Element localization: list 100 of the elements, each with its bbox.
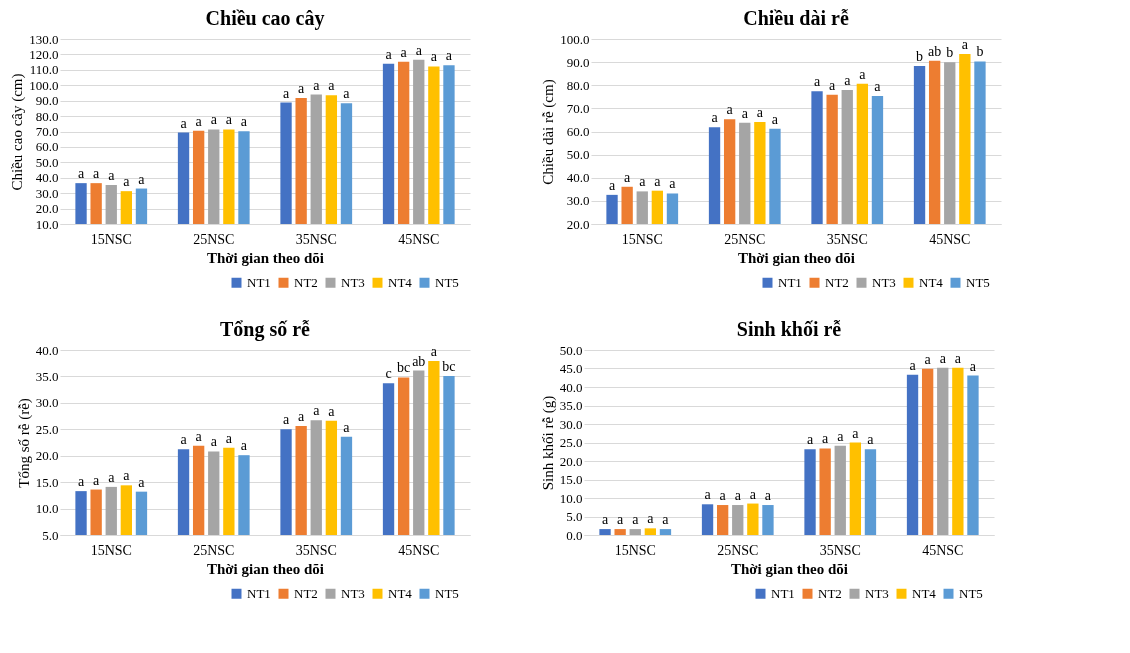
y-tick-label: 40.0: [35, 170, 59, 186]
data-label: a: [328, 403, 336, 419]
data-label: bc: [397, 360, 411, 376]
bar: [937, 367, 949, 535]
bar: [921, 368, 934, 535]
x-tick-label: 25NSC: [193, 542, 235, 558]
data-label: a: [829, 77, 837, 93]
legend-label: NT5: [435, 274, 459, 290]
y-tick-label: 50.0: [559, 342, 583, 358]
data-label: a: [298, 80, 306, 96]
x-tick-label: 45NSC: [929, 231, 971, 247]
data-label: a: [617, 512, 625, 528]
data-label: a: [138, 171, 146, 187]
bar: [599, 529, 611, 535]
data-label: a: [608, 177, 616, 193]
data-label: a: [210, 112, 218, 128]
data-label: a: [954, 350, 962, 366]
x-axis-title: Thời gian theo dõi: [206, 249, 325, 266]
legend-label: NT2: [294, 274, 318, 290]
data-label: a: [749, 486, 757, 502]
data-label: a: [924, 351, 932, 367]
data-label: a: [662, 512, 670, 528]
bar: [614, 529, 626, 535]
legend-label: NT1: [778, 274, 802, 290]
data-label: a: [669, 176, 677, 192]
y-tick-label: 70.0: [35, 124, 59, 139]
y-tick-label: 30.0: [35, 185, 59, 201]
x-tick-label: 45NSC: [398, 231, 440, 247]
bar: [834, 445, 846, 535]
y-tick-label: 5.0: [42, 527, 59, 543]
y-tick-label: 100.0: [29, 77, 59, 93]
data-label: a: [400, 44, 408, 60]
data-label: a: [867, 432, 875, 448]
y-tick-label: 40.0: [566, 170, 590, 186]
chart-title: Chiều dài rễ: [743, 7, 849, 29]
y-tick-label: 40.0: [559, 379, 583, 395]
y-tick-label: 10.0: [559, 490, 583, 506]
data-label: a: [969, 358, 977, 374]
data-label: a: [313, 77, 321, 93]
bar: [747, 503, 759, 535]
x-tick-label: 35NSC: [295, 542, 337, 558]
data-label: a: [837, 428, 845, 444]
y-tick-label: 50.0: [566, 147, 590, 163]
data-label: a: [430, 49, 438, 65]
bar: [849, 442, 862, 535]
bar: [967, 375, 979, 535]
data-label: a: [430, 344, 438, 360]
data-label: a: [909, 357, 917, 373]
data-label: a: [741, 105, 749, 121]
data-label: a: [385, 46, 393, 62]
y-tick-label: 40.0: [35, 342, 59, 358]
bar: [762, 505, 774, 535]
y-tick-label: 20.0: [566, 216, 590, 232]
y-tick-label: 10.0: [35, 501, 59, 517]
data-label: a: [874, 78, 882, 94]
y-tick-label: 100.0: [560, 31, 590, 47]
bar: [716, 505, 729, 535]
data-label: a: [282, 412, 290, 428]
x-tick-label: 25NSC: [717, 542, 759, 558]
data-label: a: [601, 512, 609, 528]
legend-label: NT2: [818, 585, 842, 601]
y-tick-label: 10.0: [35, 216, 59, 232]
x-axis-title: Thời gian theo dõi: [737, 249, 856, 266]
y-tick-label: 70.0: [566, 100, 590, 116]
data-label: a: [415, 42, 423, 58]
y-axis-title: Tổng số rễ (rễ): [15, 398, 33, 488]
data-label: a: [711, 110, 719, 126]
data-label: a: [240, 438, 248, 454]
y-tick-label: 130.0: [29, 31, 59, 47]
data-label: a: [639, 174, 647, 190]
y-tick-label: 25.0: [559, 435, 583, 450]
data-label: bc: [442, 358, 456, 374]
bar: [804, 449, 816, 535]
data-label: c: [385, 366, 392, 382]
y-tick-label: 60.0: [35, 139, 59, 155]
legend-label: NT3: [341, 274, 365, 290]
x-tick-label: 15NSC: [614, 542, 656, 558]
bar: [732, 505, 744, 535]
y-tick-label: 25.0: [35, 421, 59, 437]
y-tick-label: 20.0: [35, 448, 59, 464]
data-label: a: [108, 469, 116, 485]
x-axis-title: Thời gian theo dõi: [730, 560, 849, 577]
data-label: ab: [928, 43, 942, 59]
chart-title: Sinh khối rễ: [736, 318, 842, 340]
data-label: a: [756, 105, 764, 121]
y-tick-label: 30.0: [559, 416, 583, 432]
legend-label: NT5: [435, 585, 459, 601]
data-label: a: [93, 166, 101, 182]
data-label: a: [225, 430, 233, 446]
data-label: a: [726, 102, 734, 118]
x-tick-label: 35NSC: [819, 542, 861, 558]
data-label: a: [822, 431, 830, 447]
data-label: b: [916, 49, 924, 65]
data-label: a: [806, 432, 814, 448]
y-tick-label: 20.0: [559, 453, 583, 469]
legend-label: NT2: [825, 274, 849, 290]
y-axis-title: Chiều dài rễ (cm): [540, 79, 558, 185]
data-label: a: [282, 85, 290, 101]
bar: [629, 529, 641, 535]
legend-label: NT2: [294, 585, 318, 601]
